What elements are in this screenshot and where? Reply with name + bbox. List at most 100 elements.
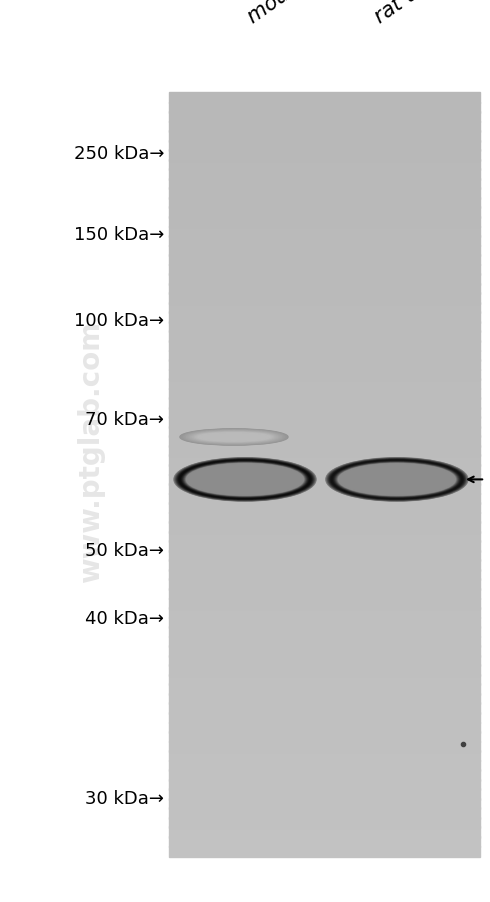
Bar [169, 150, 480, 161]
Ellipse shape [184, 463, 306, 497]
Ellipse shape [331, 461, 463, 499]
Bar [169, 788, 480, 800]
Ellipse shape [179, 461, 311, 499]
Text: mouse testis: mouse testis [244, 0, 364, 27]
Bar [169, 703, 480, 714]
Bar [169, 170, 480, 180]
Ellipse shape [196, 433, 271, 442]
Ellipse shape [193, 432, 275, 443]
Ellipse shape [335, 463, 459, 497]
Ellipse shape [182, 462, 308, 498]
Text: 100 kDa→: 100 kDa→ [74, 311, 164, 329]
Ellipse shape [198, 434, 270, 442]
Ellipse shape [326, 458, 467, 502]
Ellipse shape [328, 459, 466, 501]
Ellipse shape [327, 459, 466, 501]
Bar [169, 759, 480, 771]
Bar [169, 302, 480, 314]
Ellipse shape [331, 461, 463, 499]
Bar [169, 493, 480, 504]
Ellipse shape [333, 462, 461, 498]
Bar [169, 226, 480, 237]
Bar [169, 569, 480, 581]
Ellipse shape [331, 461, 463, 499]
Ellipse shape [337, 464, 457, 496]
Text: 40 kDa→: 40 kDa→ [85, 609, 164, 627]
Ellipse shape [176, 459, 314, 501]
Ellipse shape [336, 464, 458, 496]
Text: 70 kDa→: 70 kDa→ [85, 410, 164, 428]
Ellipse shape [327, 459, 466, 501]
Bar [169, 693, 480, 704]
Ellipse shape [332, 461, 462, 499]
Bar [169, 350, 480, 362]
Bar [169, 216, 480, 228]
Ellipse shape [176, 459, 314, 501]
Bar [169, 255, 480, 266]
Ellipse shape [330, 460, 464, 500]
Ellipse shape [190, 432, 278, 443]
Bar [169, 93, 480, 105]
Ellipse shape [334, 462, 460, 498]
Bar [169, 446, 480, 456]
Bar [169, 235, 480, 247]
Ellipse shape [332, 461, 462, 499]
Bar [169, 417, 480, 428]
Ellipse shape [337, 464, 457, 496]
Ellipse shape [184, 463, 306, 497]
Bar [169, 732, 480, 742]
Text: 150 kDa→: 150 kDa→ [74, 226, 164, 244]
Bar [169, 112, 480, 124]
Ellipse shape [185, 464, 305, 496]
Ellipse shape [333, 462, 461, 498]
Bar [169, 122, 480, 133]
Ellipse shape [175, 459, 315, 501]
Ellipse shape [183, 463, 307, 497]
Text: 50 kDa→: 50 kDa→ [85, 541, 164, 559]
Ellipse shape [333, 462, 461, 498]
Ellipse shape [187, 465, 303, 495]
Bar [169, 207, 480, 218]
Ellipse shape [180, 461, 310, 499]
Ellipse shape [182, 430, 285, 445]
Bar [169, 427, 480, 437]
Ellipse shape [174, 458, 316, 502]
Ellipse shape [186, 464, 304, 496]
Ellipse shape [188, 431, 280, 444]
Ellipse shape [180, 429, 288, 446]
Ellipse shape [175, 459, 315, 501]
Ellipse shape [185, 464, 305, 496]
Bar [169, 264, 480, 276]
Bar [169, 131, 480, 143]
Bar [169, 826, 480, 838]
Bar [169, 560, 480, 571]
Bar [169, 398, 480, 410]
Ellipse shape [182, 462, 308, 498]
Ellipse shape [338, 465, 456, 495]
Bar [169, 598, 480, 609]
Ellipse shape [186, 431, 282, 444]
Ellipse shape [332, 461, 462, 499]
Ellipse shape [181, 462, 309, 498]
Bar [169, 189, 480, 199]
Bar [169, 750, 480, 761]
Ellipse shape [192, 432, 276, 443]
Bar [169, 674, 480, 686]
Bar [169, 293, 480, 304]
Ellipse shape [177, 460, 313, 500]
Bar [169, 179, 480, 190]
Ellipse shape [334, 462, 460, 498]
Ellipse shape [183, 463, 307, 497]
Bar [169, 607, 480, 619]
Bar [169, 836, 480, 847]
Ellipse shape [327, 459, 467, 501]
Ellipse shape [179, 461, 311, 499]
Ellipse shape [326, 458, 468, 502]
Text: 30 kDa→: 30 kDa→ [85, 789, 164, 807]
Ellipse shape [175, 459, 315, 501]
Ellipse shape [178, 460, 312, 500]
Bar [169, 779, 480, 790]
Ellipse shape [183, 463, 307, 497]
Bar [169, 713, 480, 723]
Bar [169, 474, 480, 485]
